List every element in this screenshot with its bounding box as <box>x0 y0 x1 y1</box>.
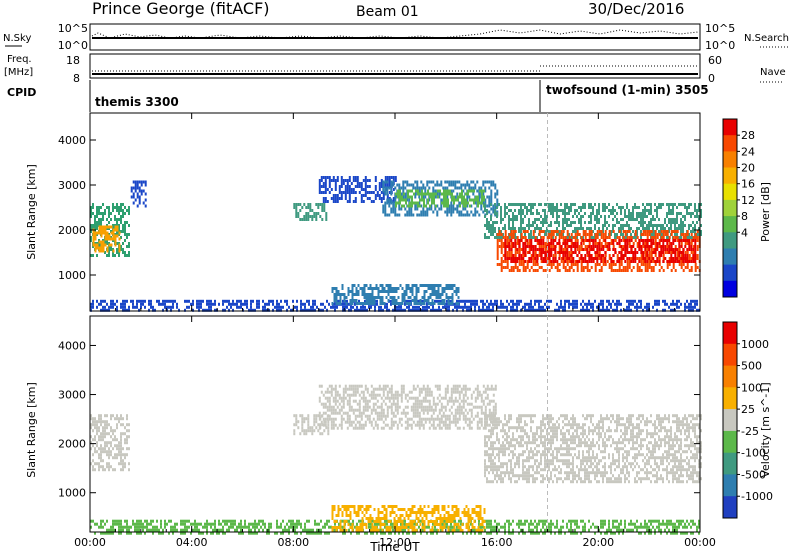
nave-tick-bottom: 0 <box>708 72 715 85</box>
power-colorbar-swatch <box>723 167 737 185</box>
power-colorbar-tick: 20 <box>741 162 755 175</box>
power-ytick-label: 2000 <box>58 224 86 237</box>
power-colorbar-swatch <box>723 216 737 233</box>
velocity-colorbar-swatch <box>723 430 737 454</box>
velocity-colorbar-tick: 1000 <box>741 338 769 351</box>
power-ytick-label: 1000 <box>58 269 86 282</box>
velocity-colorbar-tick: -25 <box>741 425 759 438</box>
velocity-xtick-label: 20:00 <box>582 536 614 549</box>
velocity-echo-region <box>90 414 130 472</box>
freq-label-line2: [MHz] <box>4 67 33 78</box>
power-colorbar-tick: 16 <box>741 178 755 191</box>
power-colorbar-swatch <box>723 199 737 217</box>
power-colorbar-swatch <box>723 232 737 249</box>
velocity-colorbar-swatch <box>723 452 737 475</box>
nsearch-label: N.Search <box>744 33 789 44</box>
x-axis-label: Time UT <box>369 540 420 554</box>
velocity-ytick-label: 4000 <box>58 339 86 352</box>
power-echo-region <box>484 203 702 239</box>
freq-tick-bottom: 8 <box>73 72 80 85</box>
velocity-colorbar-tick: -1000 <box>741 490 773 503</box>
power-panel: 1000 2000 3000 4000 Slant Range [km] <box>25 112 702 312</box>
nsky-tick-bottom: 10^0 <box>58 39 88 52</box>
velocity-colorbar-label: Velocity [m s^-1] <box>759 382 772 477</box>
power-colorbar-tick: 12 <box>741 194 755 207</box>
velocity-echo-region <box>331 505 486 532</box>
power-echo-region <box>130 180 147 208</box>
cpid-mode-themis: themis 3300 <box>95 95 179 109</box>
power-heatmap-cells <box>90 176 702 312</box>
freq-tick-top: 18 <box>66 54 80 67</box>
velocity-ytick-label: 1000 <box>58 487 86 500</box>
power-colorbar-swatch <box>723 280 737 298</box>
velocity-frame <box>89 315 701 533</box>
nsky-label: N.Sky <box>3 33 31 44</box>
cpid-strip <box>89 80 541 112</box>
velocity-xtick-label: 16:00 <box>481 536 513 549</box>
power-colorbar-label: Power [dB] <box>759 182 772 242</box>
power-colorbar-swatch <box>723 119 737 136</box>
power-colorbar-tick: 28 <box>741 129 755 142</box>
velocity-colorbar-tick: 100 <box>741 381 762 394</box>
power-colorbar-tick: 4 <box>741 226 748 239</box>
velocity-colorbar-swatch <box>723 343 737 367</box>
power-colorbar-swatch <box>723 183 737 201</box>
velocity-panel: 1000 2000 3000 4000 00:00 04:00 08:00 12:00 16:0… <box>25 315 716 549</box>
figure-title: Prince George (fitACF) <box>92 0 270 18</box>
velocity-heatmap-cells <box>90 384 702 535</box>
velocity-colorbar: 1000 500 100 25 -25 -100 -500 -1000 <box>722 321 773 519</box>
velocity-colorbar-tick: -100 <box>741 447 766 460</box>
power-echo-region <box>293 203 328 221</box>
velocity-colorbar-swatch <box>723 474 737 497</box>
freq-label-line1: Freq. <box>7 54 32 65</box>
velocity-echo-region <box>318 384 497 430</box>
beam-label: Beam 01 <box>356 4 419 20</box>
velocity-xtick-label: 00:00 <box>74 536 106 549</box>
power-echo-region <box>92 225 121 253</box>
power-ytick-label: 4000 <box>58 134 86 147</box>
velocity-echo-region <box>484 414 702 484</box>
velocity-xtick-label: 04:00 <box>176 536 208 549</box>
nsearch-tick-bottom: 10^0 <box>705 39 735 52</box>
velocity-ylabel: Slant Range [km] <box>25 382 38 478</box>
velocity-colorbar-swatch <box>723 409 737 432</box>
power-colorbar-tick: 24 <box>741 145 755 158</box>
power-echo-region <box>395 189 485 208</box>
velocity-colorbar-swatch <box>723 365 737 388</box>
velocity-colorbar-swatch <box>723 496 737 519</box>
freq-strip <box>89 53 701 79</box>
velocity-ytick-label: 3000 <box>58 389 86 402</box>
power-ytick-label: 3000 <box>58 179 86 192</box>
nave-label: Nave <box>760 67 786 78</box>
velocity-xtick-label: 08:00 <box>277 536 309 549</box>
velocity-colorbar-swatch <box>723 322 737 345</box>
nsky-strip <box>89 23 701 51</box>
cpid-label: CPID <box>7 86 36 99</box>
velocity-xtick-label: 00:00 <box>684 536 716 549</box>
power-echo-region <box>331 284 460 305</box>
power-colorbar-swatch <box>723 151 737 169</box>
velocity-axes: 1000 2000 3000 4000 00:00 04:00 08:00 12:00 16:0… <box>58 315 716 549</box>
power-colorbar-swatch <box>723 264 737 282</box>
velocity-colorbar-swatch <box>723 387 737 410</box>
nave-tick-top: 60 <box>708 54 722 67</box>
velocity-xtick-label: 12:00 <box>379 536 411 549</box>
cpid-mode-twofsound: twofsound (1-min) 3505 <box>546 83 709 97</box>
nsky-tick-top: 10^5 <box>58 22 88 35</box>
power-echo-region <box>504 239 697 263</box>
velocity-ytick-label: 2000 <box>58 438 86 451</box>
velocity-colorbar-tick: 500 <box>741 360 762 373</box>
velocity-colorbar-tick: 25 <box>741 403 755 416</box>
date-label: 30/Dec/2016 <box>588 0 684 18</box>
power-colorbar-swatch <box>723 248 737 266</box>
power-colorbar: 28 24 20 16 12 8 4 <box>722 118 755 298</box>
nsearch-tick-top: 10^5 <box>705 22 735 35</box>
power-colorbar-swatch <box>723 135 737 152</box>
power-axes: 1000 2000 3000 4000 <box>58 112 701 312</box>
power-colorbar-tick: 8 <box>741 210 748 223</box>
velocity-colorbar-tick: -500 <box>741 468 766 481</box>
power-echo-region <box>90 299 700 312</box>
power-ylabel: Slant Range [km] <box>25 164 38 260</box>
